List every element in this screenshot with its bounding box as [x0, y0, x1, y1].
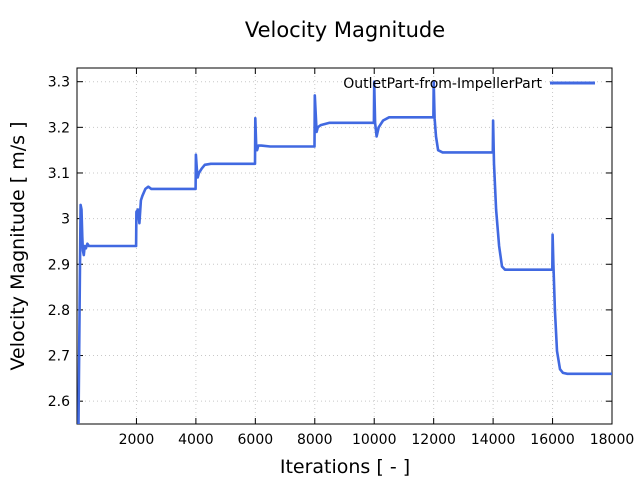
legend: OutletPart-from-ImpellerPart — [343, 76, 595, 92]
x-tick-label: 2000 — [119, 432, 155, 448]
x-tick-label: 16000 — [530, 432, 575, 448]
x-tick-label: 12000 — [411, 432, 456, 448]
y-tick-label: 3.2 — [48, 120, 70, 136]
x-tick-label: 6000 — [238, 432, 274, 448]
plot-frame — [77, 68, 612, 424]
x-tick-label: 18000 — [590, 432, 635, 448]
velocity-magnitude-chart: Velocity Magnitude 2000 4000 6000 8000 10000… — [0, 0, 640, 480]
x-tick-label: 8000 — [297, 432, 333, 448]
y-tick-label: 2.8 — [48, 303, 70, 319]
x-axis-title: Iterations [ - ] — [280, 456, 410, 478]
y-tick-label: 2.7 — [48, 349, 70, 365]
chart-title: Velocity Magnitude — [245, 18, 445, 42]
x-tick-label: 14000 — [471, 432, 516, 448]
legend-label: OutletPart-from-ImpellerPart — [343, 76, 542, 92]
y-tick-label: 2.9 — [48, 257, 70, 273]
y-axis-title: Velocity Magnitude [ m/s ] — [7, 122, 29, 371]
x-tick-label: 4000 — [178, 432, 214, 448]
grid — [77, 68, 612, 424]
y-tick-label: 3.1 — [48, 166, 70, 182]
y-axis: 2.6 2.7 2.8 2.9 3 3.1 3.2 3.3 — [48, 75, 612, 410]
y-tick-label: 2.6 — [48, 394, 70, 410]
y-tick-label: 3 — [61, 212, 70, 228]
x-tick-label: 10000 — [352, 432, 397, 448]
y-tick-label: 3.3 — [48, 75, 70, 91]
series-layer — [79, 82, 613, 424]
series-line — [79, 82, 613, 424]
